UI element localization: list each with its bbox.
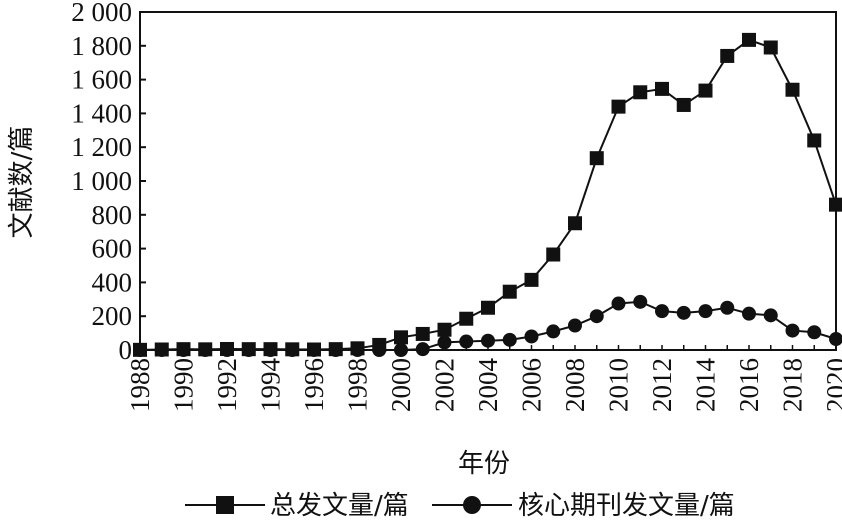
- legend: 总发文量/篇 核心期刊发文量/篇: [185, 491, 735, 521]
- data-point-core: [481, 333, 495, 348]
- data-point-core: [220, 343, 234, 357]
- data-point-total: [394, 330, 408, 345]
- data-point-core: [502, 332, 517, 347]
- data-point-total: [655, 81, 669, 96]
- legend-marker-circle: [463, 496, 481, 514]
- x-tick-label: 2020: [821, 358, 842, 412]
- data-point-core: [568, 318, 582, 333]
- data-point-core: [285, 343, 300, 357]
- data-point-core: [176, 343, 191, 357]
- data-point-core: [350, 343, 365, 357]
- legend-marker-square: [216, 496, 234, 514]
- y-tick-label: 1 400: [71, 98, 132, 128]
- x-tick-label: 2014: [691, 358, 721, 413]
- x-tick-label: 1998: [343, 358, 373, 412]
- data-point-core: [611, 296, 626, 311]
- y-tick-label: 200: [92, 301, 133, 331]
- data-point-core: [307, 343, 321, 357]
- data-point-core: [829, 332, 842, 347]
- data-point-core: [154, 343, 169, 357]
- data-point-core: [133, 343, 147, 357]
- data-point-total: [633, 85, 648, 100]
- x-tick-label: 2016: [734, 358, 764, 412]
- data-point-total: [589, 151, 604, 166]
- data-point-core: [698, 304, 713, 319]
- y-tick-label: 2 000: [71, 0, 132, 27]
- data-point-total: [568, 216, 582, 231]
- x-tick-label: 2018: [778, 358, 808, 412]
- data-point-total: [481, 300, 495, 315]
- y-tick-label: 0: [119, 335, 133, 365]
- data-point-core: [655, 304, 669, 319]
- x-tick-label: 2012: [647, 358, 677, 412]
- x-tick-label: 1992: [212, 358, 242, 412]
- data-point-core: [524, 329, 539, 344]
- data-point-core: [328, 343, 343, 357]
- legend-label-total: 总发文量/篇: [270, 491, 409, 521]
- data-point-total: [785, 82, 800, 97]
- x-tick-label: 2000: [386, 358, 416, 412]
- x-tick-label: 1996: [299, 358, 329, 412]
- y-tick-label: 1 000: [71, 166, 132, 196]
- x-tick-label: 2004: [473, 358, 503, 413]
- x-tick-label: 1994: [256, 358, 286, 413]
- data-point-core: [785, 323, 800, 338]
- x-tick-label: 1988: [125, 358, 155, 412]
- data-point-total: [676, 97, 691, 112]
- y-tick-label: 800: [92, 200, 133, 230]
- data-point-core: [546, 324, 561, 339]
- data-point-total: [611, 99, 626, 114]
- data-point-core: [241, 343, 256, 357]
- y-axis-title: 文献数/篇: [7, 126, 37, 239]
- data-point-core: [742, 306, 756, 321]
- data-point-total: [742, 32, 756, 47]
- data-point-core: [372, 343, 387, 357]
- y-tick-label: 1 800: [71, 31, 132, 61]
- y-tick-label: 1 600: [71, 65, 132, 95]
- data-point-total: [546, 247, 561, 262]
- data-point-core: [589, 309, 604, 324]
- data-point-total: [524, 272, 539, 287]
- data-point-core: [807, 325, 822, 340]
- data-point-core: [415, 342, 430, 357]
- data-point-total: [763, 40, 778, 55]
- x-tick-label: 1990: [169, 358, 199, 412]
- data-point-total: [415, 326, 430, 341]
- data-point-core: [394, 343, 408, 357]
- data-point-core: [633, 294, 648, 309]
- x-tick-label: 2010: [604, 358, 634, 412]
- x-tick-label: 2002: [430, 358, 460, 412]
- x-tick-label: 2006: [517, 358, 547, 412]
- series-layer: [133, 32, 842, 357]
- data-point-core: [437, 335, 452, 350]
- data-point-core: [198, 343, 213, 357]
- data-point-total: [829, 197, 842, 212]
- y-tick-label: 1 200: [71, 132, 132, 162]
- data-point-total: [720, 48, 735, 63]
- x-axis-title: 年份: [458, 449, 510, 479]
- y-tick-label: 400: [92, 267, 133, 297]
- y-tick-label: 600: [92, 234, 133, 264]
- data-point-core: [676, 305, 691, 320]
- data-point-total: [437, 322, 452, 337]
- data-point-core: [263, 343, 278, 357]
- data-point-core: [763, 308, 778, 323]
- legend-label-core: 核心期刊发文量/篇: [518, 491, 735, 521]
- data-point-total: [459, 311, 474, 326]
- data-point-total: [502, 284, 517, 299]
- data-point-core: [720, 300, 735, 315]
- data-point-total: [698, 83, 713, 98]
- data-point-core: [459, 334, 474, 349]
- data-point-total: [807, 133, 822, 148]
- x-tick-label: 2008: [560, 358, 590, 412]
